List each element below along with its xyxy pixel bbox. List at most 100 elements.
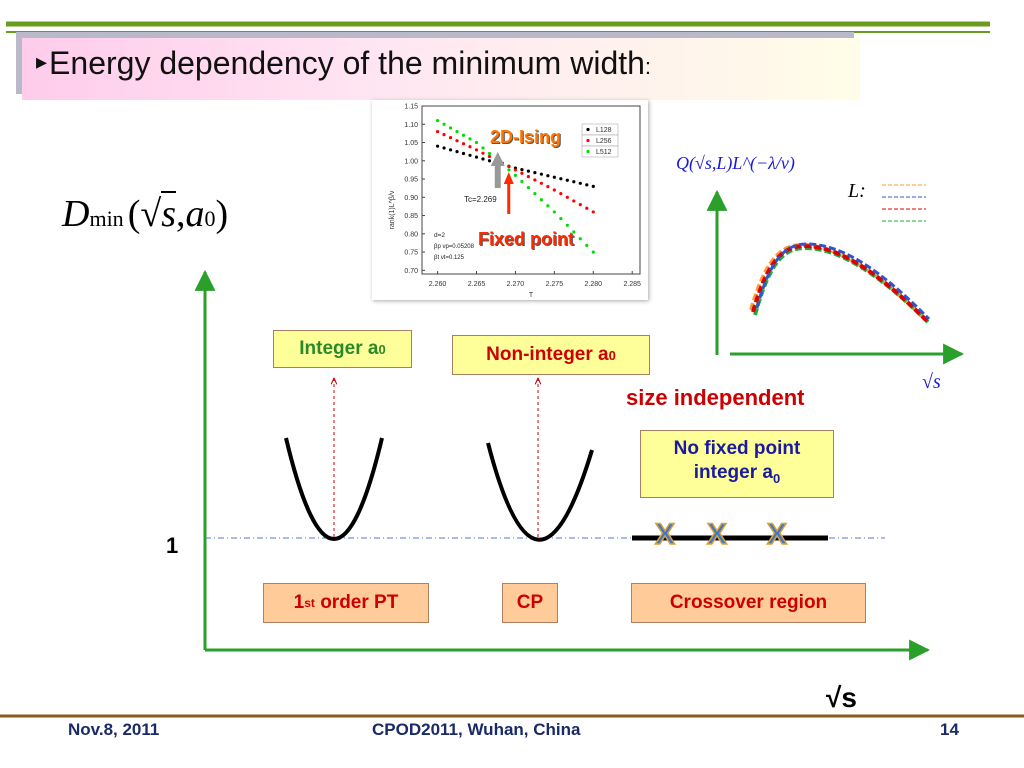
ising-point-l512 [461,133,466,137]
ising-y-tick-label: 0.75 [404,250,418,257]
ising-y-label: rank(1)L^β/ν [389,190,396,229]
label-integer-text: Integer a [299,338,379,359]
formula-min: min [89,206,124,231]
ising-beta-p: βp νp=0.05208 [434,244,475,250]
ising-red-arrowhead [503,172,514,184]
crossover-marker-1: X [654,517,676,552]
fixed-point-label: Fixed point [478,229,574,249]
ising-point-l256 [552,188,556,192]
ising-x-tick-label: 2.265 [468,281,486,288]
ising-point-l512 [487,151,492,156]
ising-legend-box [581,145,619,158]
label-cp: CP [502,583,558,623]
label-no-fixed-point: No fixed point integer a0 [640,430,834,498]
no-fixed-line2-text: integer a [693,462,773,484]
x-axis-label: √s [826,682,857,713]
footer-conference: CPOD2011, Wuhan, China [372,720,581,739]
ising-point-l128 [546,174,550,178]
ising-point-l256 [474,148,479,152]
ising-point-l128 [474,155,479,159]
ising-point-l128 [487,159,492,163]
scaling-y-label-text: Q(√s,L)L^(−λ/ν) [676,153,795,173]
ising-point-l512 [507,168,511,172]
label-first-order-sup: st [304,596,315,610]
ising-point-l128 [578,181,582,185]
page-number: 14 [940,720,959,739]
ising-point-l128 [468,153,472,157]
label-noninteger-sub: 0 [608,347,616,363]
ising-point-l512 [526,185,531,190]
ising-point-l128 [552,175,556,179]
ising-frame [421,105,641,275]
ising-point-l512 [474,140,479,145]
ising-point-l512 [591,250,595,254]
ising-point-l512 [552,210,556,214]
ising-title: 2D-Ising [490,127,562,147]
scaling-legend-title: L: [848,180,866,202]
ising-legend-label: L256 [596,138,612,145]
ising-x-tick-label: 2.280 [585,281,603,288]
ising-point-l256 [559,192,563,196]
label-noninteger-text: Non-integer a [486,344,609,365]
ising-point-l128 [455,150,459,154]
ising-point-l512 [546,204,550,208]
formula-paren-open: ( [127,193,141,235]
ising-legend-label: L128 [596,127,612,134]
formula-s: s [161,191,176,235]
ising-y-tick-label: 0.70 [404,268,418,275]
ising-y-tick-label: 0.90 [404,195,418,202]
ising-point-l128 [572,180,576,184]
formula-paren-close: ) [215,193,229,235]
scaling-legend [882,184,926,222]
ising-y-tick-label: 1.05 [404,140,418,147]
ising-legend-marker [586,138,590,143]
formula-a: a [185,193,205,235]
ising-point-l512 [448,126,453,130]
ising-point-l128 [461,151,466,156]
ising-point-l512 [468,137,472,141]
ising-point-l256 [481,151,485,155]
ising-point-l512 [481,146,485,150]
ising-point-l256 [487,154,492,159]
ising-point-l512 [435,119,440,123]
ising-point-l128 [585,183,589,187]
ising-legend-marker [586,149,590,154]
ising-inset: 1.15 1.10 1.05 1.00 0.95 0.90 0.85 0.80 0.75 0.70… [372,100,648,300]
ising-x-label: T [529,292,534,299]
ising-x-tick-label: 2.260 [429,281,447,288]
ising-point-l256 [461,142,466,146]
ising-point-l512 [572,230,576,234]
slide-title-text: Energy dependency of the minimum width [49,45,645,81]
formula-comma: , [176,193,186,235]
label-integer-sub: 0 [378,341,386,357]
ising-beta-t: βt νt=0.125 [434,255,465,261]
ising-x-tick-label: 2.285 [623,281,641,288]
scaling-inset [706,184,965,365]
ising-point-l256 [591,210,595,214]
label-crossover: Crossover region [631,583,866,623]
ising-point-l128 [481,157,485,161]
ising-point-l128 [448,148,453,152]
no-fixed-line2: integer a0 [694,461,780,491]
ising-point-l128 [526,169,531,173]
ising-point-l256 [578,203,582,207]
ising-point-l512 [513,173,518,177]
ising-point-l256 [526,175,531,179]
ising-point-l128 [539,172,543,176]
label-first-order-rest: order PT [314,592,399,613]
title-bar [22,38,860,100]
ising-point-l128 [565,178,569,182]
scaling-curve-green [753,245,930,324]
ising-gray-arrowhead [490,152,505,166]
ising-point-l512 [520,179,524,184]
ising-point-l512 [533,192,537,196]
ising-point-l512 [578,237,582,241]
ising-y-tick-label: 0.95 [404,177,418,184]
ising-point-l256 [546,185,550,189]
ising-y-tick-label: 1.15 [404,104,418,111]
ising-point-l128 [533,171,537,175]
ising-point-l512 [442,122,446,126]
